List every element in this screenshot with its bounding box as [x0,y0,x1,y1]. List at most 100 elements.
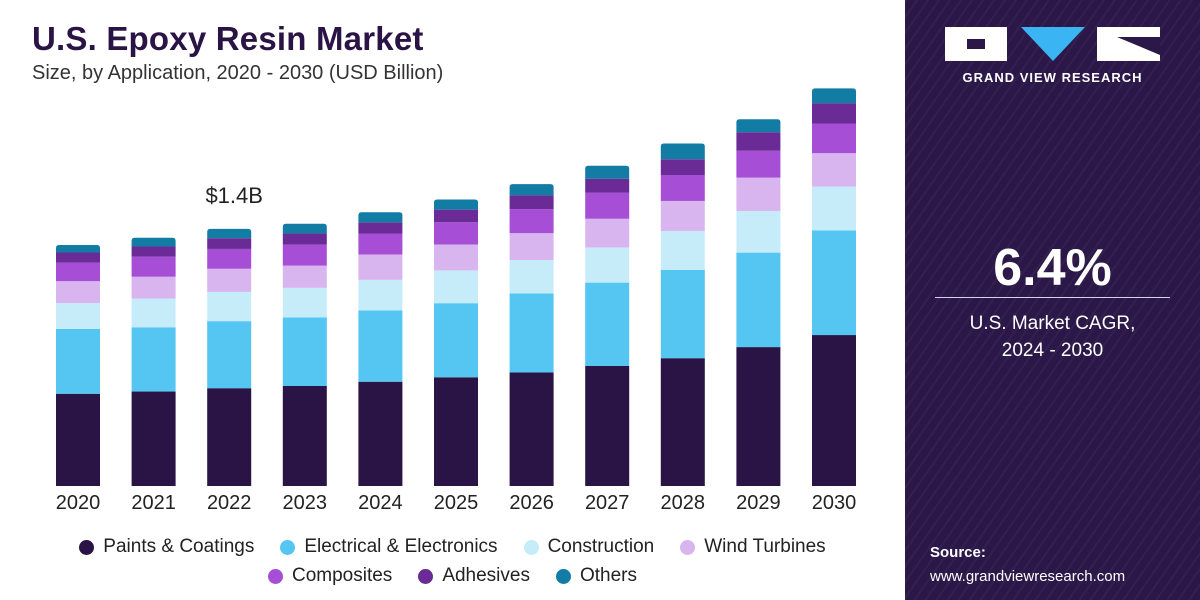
cagr-label-line-1: U.S. Market CAGR, [969,313,1136,334]
bar-segment [131,256,176,277]
bar-segment [282,244,327,266]
bar-segment [282,385,327,486]
bar-segment [131,276,176,299]
divider [935,297,1170,298]
bar-segment [131,391,176,486]
bar-segment [207,388,252,486]
bar-segment [660,230,705,270]
bar-segment [812,335,856,486]
legend-swatch [680,539,696,555]
chart-title: U.S. Epoxy Resin Market [32,20,424,57]
bar-segment [56,393,100,486]
legend-swatch [79,539,95,555]
bar-segment [736,150,781,178]
legend-label: Composites [291,565,393,586]
bar-segment [812,153,856,187]
bar-segment [585,178,630,193]
x-tick-label: 2025 [434,492,479,514]
bar-segment [660,143,705,160]
bar-segment [812,123,856,154]
bar-segment [585,282,630,366]
bar-segment [131,246,176,257]
bar-segment [812,186,856,231]
x-tick-label: 2022 [207,492,252,514]
bar-segment [660,200,705,231]
bar-segment [358,233,403,255]
bar-segment [358,310,403,382]
bar-segment [282,317,327,386]
legend-label: Adhesives [442,565,530,586]
bar-segment [358,222,403,234]
bar-segment [660,175,705,201]
x-tick-label: 2030 [812,492,857,514]
bar-segment [207,228,252,239]
legend-item: Adhesives [418,565,530,587]
bar-segment [207,248,252,269]
data-annotation: $1.4B [205,183,263,208]
bar-segment [282,287,327,318]
bar-segment [358,381,403,486]
cagr-value: 6.4% [993,239,1112,297]
chart-panel: U.S. Epoxy Resin Market Size, by Applica… [0,20,905,587]
bar-segment [207,268,252,292]
bar-segment [509,209,554,234]
bar-segment [131,327,176,392]
bar-segment [434,377,478,486]
legend-item: Construction [523,536,655,558]
legend-swatch [523,539,539,555]
bar-segment [282,265,327,288]
legend-swatch [280,539,296,555]
bar-segment [131,298,176,328]
legend-label: Wind Turbines [704,536,826,557]
bar-segment [812,230,856,336]
x-axis-labels: 2020 2021 2022 2023 2024 2025 2026 2027 2028 2029… [56,492,857,514]
legend-label: Paints & Coatings [103,536,255,557]
source-label: Source: [930,544,986,561]
bar-segment [434,303,478,378]
bar-segment [207,321,252,389]
x-tick-label: 2021 [131,492,176,514]
x-tick-label: 2020 [56,492,101,514]
bar-segment [585,247,630,283]
bar-segment [434,222,478,245]
bar-segment [736,347,781,486]
x-tick-label: 2027 [585,492,630,514]
bar-segment [358,279,403,311]
bar-segment [736,119,781,133]
bar-segment [56,328,100,394]
bar-segment [736,132,781,151]
legend-label: Construction [547,536,655,557]
chart-subtitle: Size, by Application, 2020 - 2030 (USD B… [32,62,444,84]
x-tick-label: 2028 [661,492,706,514]
x-tick-label: 2024 [358,492,403,514]
bar-segment [56,262,100,282]
bar-segment [812,103,856,124]
bar-segment [509,184,554,196]
stacked-bar-chart: 2020 2021 2022 2023 2024 2025 2026 2027 2028 2029… [56,88,857,514]
bar-segment [434,199,478,210]
bar-segment [585,365,630,486]
bar-segment [358,212,403,223]
bars-group [56,88,856,486]
bar-segment [509,293,554,373]
x-tick-label: 2029 [736,492,781,514]
legend-item: Wind Turbines [680,536,826,558]
legend-swatch [418,568,434,584]
legend-swatch [555,568,571,584]
bar-segment [736,252,781,348]
bar-segment [56,281,100,304]
bar-segment [282,223,327,234]
bar-segment [358,254,403,280]
brand-name: GRAND VIEW RESEARCH [962,70,1143,85]
bar-segment [282,233,327,245]
grand-view-research-logo [945,27,1160,61]
legend-row-1: Paints & Coatings Electrical & Electronic… [0,536,905,558]
bar-segment [509,372,554,486]
bar-segment [434,209,478,223]
bar-segment [736,177,781,211]
source-url[interactable]: www.grandviewresearch.com [930,568,1126,585]
bar-segment [585,218,630,248]
bar-segment [509,233,554,261]
bar-segment [660,358,705,486]
legend-row-2: Composites Adhesives Others [0,565,905,587]
